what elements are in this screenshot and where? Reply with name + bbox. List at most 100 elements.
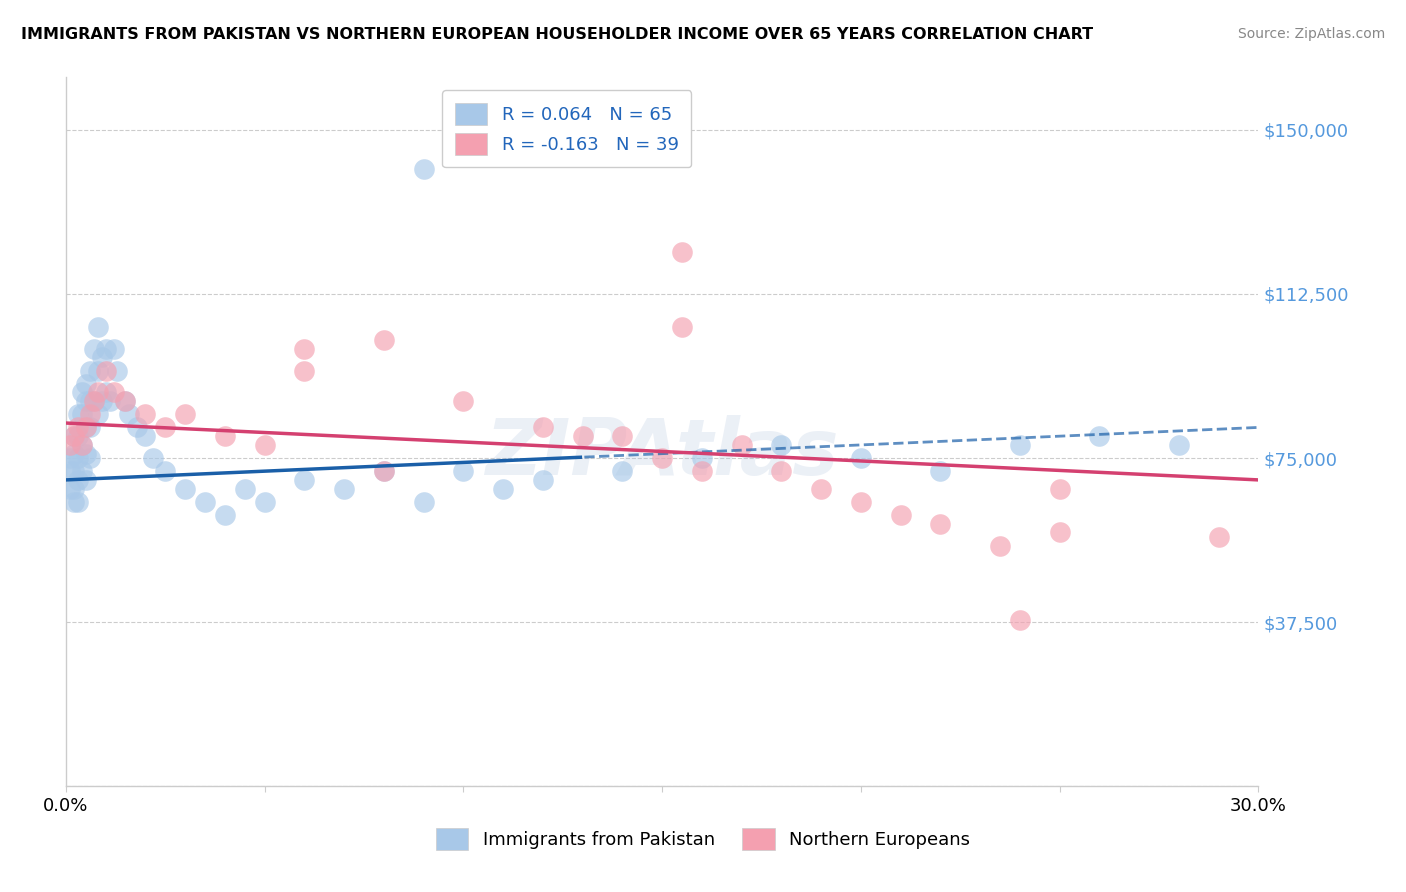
Text: ZIPAtlas: ZIPAtlas — [485, 415, 839, 491]
Point — [1008, 613, 1031, 627]
Point — [531, 420, 554, 434]
Point — [849, 450, 872, 465]
Point — [66, 450, 89, 465]
Point — [333, 482, 356, 496]
Point — [86, 407, 108, 421]
Point — [214, 429, 236, 443]
Point — [79, 420, 101, 434]
Point — [253, 438, 276, 452]
Point — [1168, 438, 1191, 452]
Point — [929, 464, 952, 478]
Point — [75, 447, 97, 461]
Point — [373, 333, 395, 347]
Point — [66, 429, 89, 443]
Legend: Immigrants from Pakistan, Northern Europeans: Immigrants from Pakistan, Northern Europ… — [425, 817, 981, 861]
Point — [690, 450, 713, 465]
Point — [62, 429, 84, 443]
Point — [79, 450, 101, 465]
Point — [690, 464, 713, 478]
Point — [94, 342, 117, 356]
Point — [62, 464, 84, 478]
Point — [1049, 525, 1071, 540]
Point — [86, 363, 108, 377]
Point — [79, 394, 101, 409]
Point — [62, 429, 84, 443]
Point — [70, 407, 93, 421]
Point — [66, 495, 89, 509]
Point — [59, 464, 82, 478]
Point — [79, 363, 101, 377]
Point — [810, 482, 832, 496]
Point — [83, 394, 105, 409]
Point — [153, 464, 176, 478]
Point — [292, 473, 315, 487]
Point — [103, 342, 125, 356]
Point — [412, 162, 434, 177]
Point — [849, 495, 872, 509]
Point — [59, 482, 82, 496]
Point — [75, 394, 97, 409]
Point — [98, 394, 121, 409]
Point — [492, 482, 515, 496]
Point — [1008, 438, 1031, 452]
Point — [103, 385, 125, 400]
Point — [988, 539, 1011, 553]
Point — [90, 351, 112, 365]
Point — [174, 482, 197, 496]
Point — [83, 342, 105, 356]
Point — [59, 438, 82, 452]
Point — [412, 495, 434, 509]
Point — [70, 464, 93, 478]
Point — [890, 508, 912, 522]
Point — [233, 482, 256, 496]
Point — [253, 495, 276, 509]
Point — [373, 464, 395, 478]
Point — [134, 429, 156, 443]
Point — [70, 385, 93, 400]
Point — [1049, 482, 1071, 496]
Point — [214, 508, 236, 522]
Point — [453, 394, 475, 409]
Point — [75, 473, 97, 487]
Legend: R = 0.064   N = 65, R = -0.163   N = 39: R = 0.064 N = 65, R = -0.163 N = 39 — [441, 90, 692, 168]
Point — [612, 464, 634, 478]
Point — [94, 363, 117, 377]
Point — [612, 429, 634, 443]
Point — [134, 407, 156, 421]
Point — [62, 482, 84, 496]
Point — [373, 464, 395, 478]
Point — [90, 394, 112, 409]
Point — [114, 394, 136, 409]
Point — [86, 319, 108, 334]
Point — [127, 420, 149, 434]
Text: IMMIGRANTS FROM PAKISTAN VS NORTHERN EUROPEAN HOUSEHOLDER INCOME OVER 65 YEARS C: IMMIGRANTS FROM PAKISTAN VS NORTHERN EUR… — [21, 27, 1094, 42]
Point — [107, 363, 129, 377]
Point — [79, 407, 101, 421]
Point — [571, 429, 593, 443]
Point — [1088, 429, 1111, 443]
Point — [770, 464, 793, 478]
Point — [70, 438, 93, 452]
Point — [66, 407, 89, 421]
Point — [730, 438, 752, 452]
Point — [671, 245, 693, 260]
Point — [770, 438, 793, 452]
Point — [75, 420, 97, 434]
Point — [1208, 530, 1230, 544]
Point — [292, 363, 315, 377]
Point — [114, 394, 136, 409]
Point — [94, 385, 117, 400]
Text: Source: ZipAtlas.com: Source: ZipAtlas.com — [1237, 27, 1385, 41]
Point — [75, 376, 97, 391]
Point — [59, 450, 82, 465]
Point — [66, 420, 89, 434]
Point — [66, 473, 89, 487]
Point — [531, 473, 554, 487]
Point — [651, 450, 673, 465]
Point — [62, 447, 84, 461]
Point — [671, 319, 693, 334]
Point — [118, 407, 141, 421]
Point — [453, 464, 475, 478]
Point — [194, 495, 217, 509]
Point — [174, 407, 197, 421]
